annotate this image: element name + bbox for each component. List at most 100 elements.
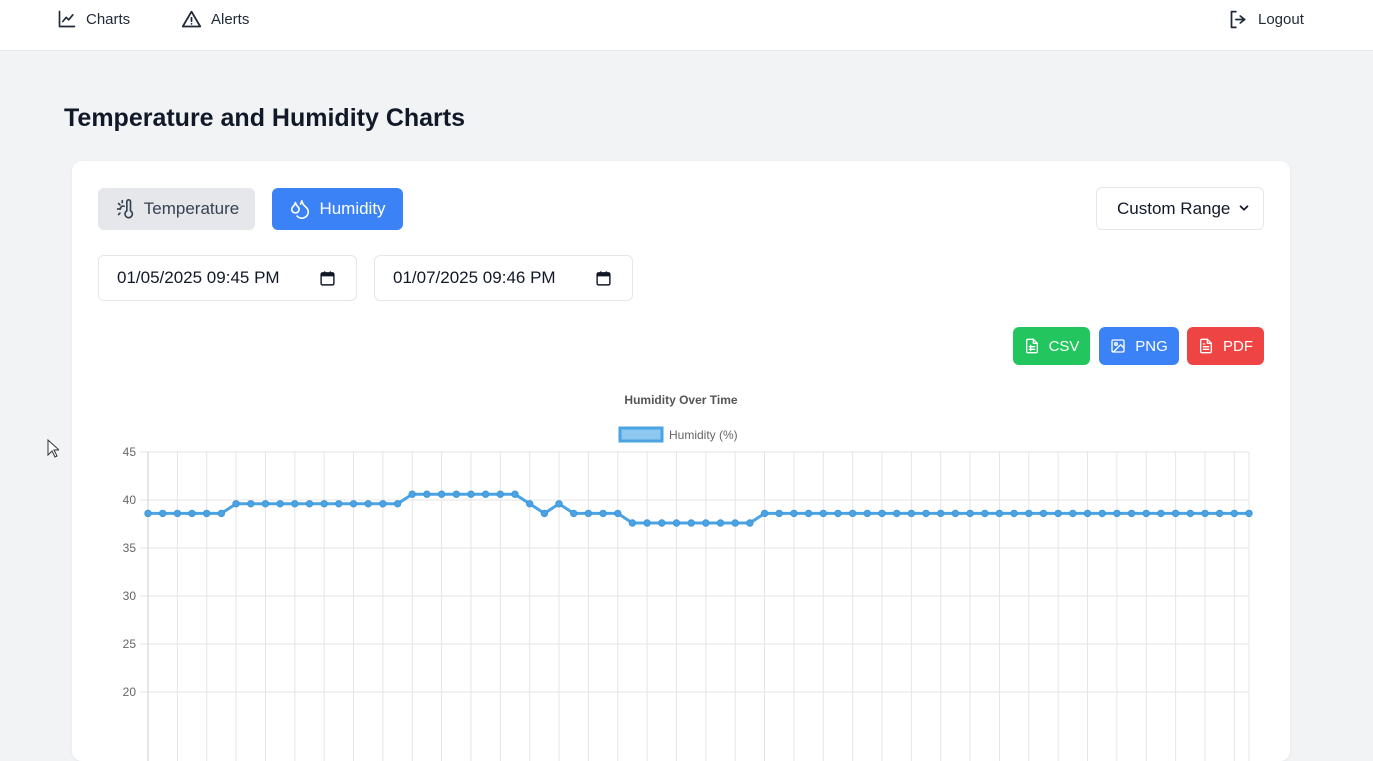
data-point[interactable] — [599, 509, 607, 518]
data-point[interactable] — [760, 509, 769, 518]
calendar-icon[interactable] — [319, 270, 336, 287]
range-select[interactable]: Custom Range — [1096, 187, 1264, 230]
data-point[interactable] — [922, 509, 930, 518]
data-point[interactable] — [467, 490, 475, 498]
data-point[interactable] — [716, 519, 725, 527]
data-point[interactable] — [1025, 509, 1033, 518]
top-navigation: Charts Alerts Logout — [0, 0, 1373, 51]
data-point[interactable] — [702, 519, 710, 527]
data-point[interactable] — [232, 500, 240, 508]
data-point[interactable] — [217, 509, 226, 518]
data-point[interactable] — [804, 509, 813, 518]
data-point[interactable] — [320, 500, 328, 508]
data-point[interactable] — [364, 500, 372, 508]
data-point[interactable] — [1083, 509, 1092, 518]
data-point[interactable] — [848, 509, 857, 518]
data-point[interactable] — [1142, 509, 1150, 518]
data-point[interactable] — [775, 509, 783, 518]
data-point[interactable] — [1186, 509, 1195, 518]
data-point[interactable] — [1069, 509, 1077, 518]
data-point[interactable] — [584, 509, 593, 518]
humidity-tab-button[interactable]: Humidity — [272, 188, 403, 230]
export-csv-button[interactable]: CSV — [1013, 327, 1090, 365]
data-point[interactable] — [276, 500, 284, 508]
data-point[interactable] — [540, 509, 549, 518]
data-point[interactable] — [496, 490, 504, 498]
export-pdf-button[interactable]: PDF — [1187, 327, 1264, 365]
data-point[interactable] — [481, 490, 490, 498]
data-point[interactable] — [1039, 509, 1048, 518]
data-point[interactable] — [731, 519, 739, 527]
data-point[interactable] — [173, 509, 182, 518]
data-point[interactable] — [790, 509, 798, 518]
data-point[interactable] — [1201, 509, 1209, 518]
data-point[interactable] — [907, 509, 916, 518]
data-point[interactable] — [437, 490, 446, 498]
data-point[interactable] — [643, 519, 651, 527]
data-point[interactable] — [614, 509, 622, 518]
data-point[interactable] — [1215, 509, 1224, 518]
range-select-value: Custom Range — [1117, 198, 1231, 218]
end-datetime-input[interactable]: 01/07/2025 09:46 PM — [374, 255, 633, 301]
chart-grid — [140, 451, 1250, 761]
data-point[interactable] — [1010, 509, 1018, 518]
data-point[interactable] — [423, 490, 431, 498]
data-point[interactable] — [746, 519, 754, 527]
data-point[interactable] — [188, 509, 196, 518]
export-png-button[interactable]: PNG — [1099, 327, 1179, 365]
data-point[interactable] — [393, 500, 402, 508]
chevron-down-icon — [1239, 205, 1249, 211]
nav-alerts-link[interactable]: Alerts — [181, 0, 249, 38]
data-point[interactable] — [144, 509, 152, 518]
data-point[interactable] — [555, 500, 563, 508]
data-point[interactable] — [628, 519, 637, 527]
data-point[interactable] — [995, 509, 1004, 518]
start-datetime-input[interactable]: 01/05/2025 09:45 PM — [98, 255, 357, 301]
logout-link[interactable]: Logout — [1228, 0, 1304, 38]
data-point[interactable] — [526, 500, 534, 508]
data-point[interactable] — [261, 500, 270, 508]
data-point[interactable] — [687, 519, 695, 527]
data-point[interactable] — [511, 490, 519, 498]
data-point[interactable] — [305, 500, 314, 508]
nav-charts-link[interactable]: Charts — [57, 0, 130, 38]
data-point[interactable] — [203, 509, 211, 518]
data-point[interactable] — [452, 490, 460, 498]
data-point[interactable] — [966, 509, 974, 518]
data-point[interactable] — [658, 519, 666, 527]
data-point[interactable] — [834, 509, 842, 518]
humidity-chart: Humidity Over Time Humidity (%) 45 40 35 30… — [123, 393, 1253, 761]
data-point[interactable] — [247, 500, 255, 508]
data-point[interactable] — [291, 500, 299, 508]
data-point[interactable] — [819, 509, 827, 518]
data-point[interactable] — [672, 519, 681, 527]
data-point[interactable] — [335, 500, 343, 508]
logout-label: Logout — [1258, 10, 1304, 28]
data-point[interactable] — [893, 509, 901, 518]
data-point[interactable] — [1113, 509, 1121, 518]
data-point[interactable] — [1127, 509, 1136, 518]
data-point[interactable] — [1054, 509, 1062, 518]
data-point[interactable] — [863, 509, 871, 518]
page-title: Temperature and Humidity Charts — [64, 104, 466, 132]
data-point[interactable] — [937, 509, 945, 518]
data-point[interactable] — [1098, 509, 1106, 518]
data-point[interactable] — [878, 509, 886, 518]
temperature-tab-button[interactable]: Temperature — [98, 188, 255, 230]
data-point[interactable] — [570, 509, 578, 518]
logout-icon — [1230, 10, 1246, 28]
data-point[interactable] — [981, 509, 989, 518]
data-point[interactable] — [408, 490, 416, 498]
chart-title: Humidity Over Time — [624, 393, 737, 407]
data-point[interactable] — [1157, 509, 1165, 518]
calendar-icon[interactable] — [595, 270, 612, 287]
data-point[interactable] — [1230, 509, 1239, 518]
data-point[interactable] — [159, 509, 167, 518]
data-point[interactable] — [1171, 509, 1180, 518]
data-point[interactable] — [379, 500, 387, 508]
export-png-label: PNG — [1135, 337, 1168, 355]
data-point[interactable] — [1245, 509, 1253, 518]
data-point[interactable] — [951, 509, 960, 518]
legend-swatch — [618, 426, 664, 443]
data-point[interactable] — [349, 500, 358, 508]
